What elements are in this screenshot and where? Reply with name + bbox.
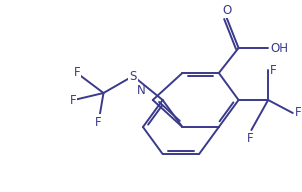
Text: F: F: [74, 66, 80, 79]
Text: F: F: [95, 116, 102, 128]
Text: OH: OH: [270, 41, 288, 55]
Text: O: O: [222, 4, 231, 17]
Text: S: S: [129, 70, 137, 83]
Text: F: F: [247, 132, 254, 145]
Text: F: F: [270, 64, 277, 76]
Text: N: N: [137, 84, 146, 97]
Text: F: F: [295, 107, 301, 119]
Text: F: F: [70, 94, 76, 107]
